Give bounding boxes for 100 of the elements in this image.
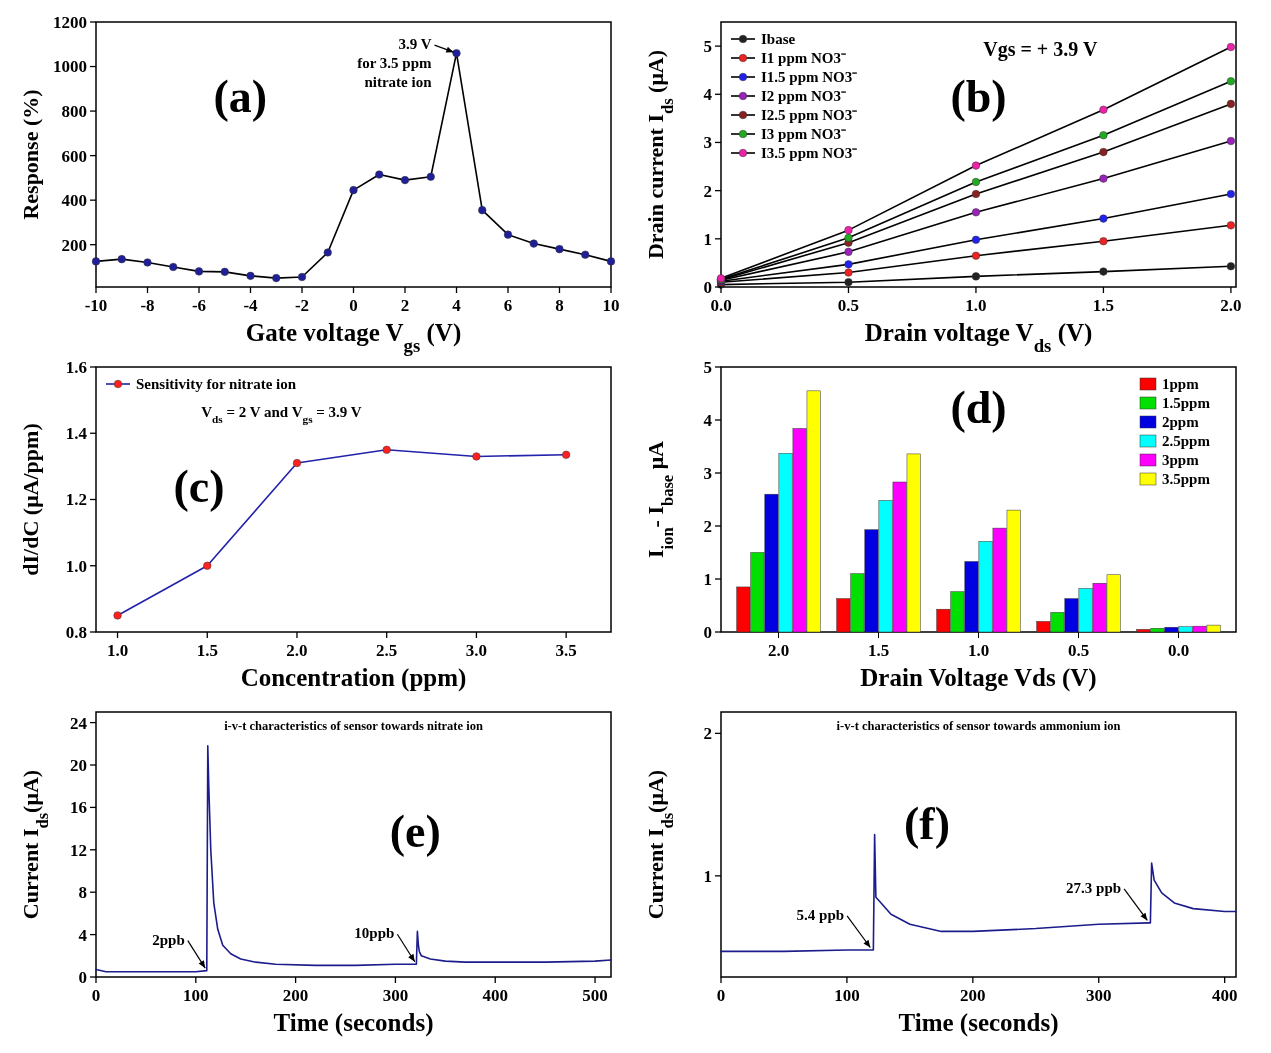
point (1226, 189, 1235, 199)
x-tick-label: 3.0 (465, 641, 488, 660)
y-tick-label: 1200 (53, 12, 87, 32)
point (323, 248, 332, 257)
point (503, 230, 513, 239)
point (971, 208, 980, 217)
point (606, 257, 616, 266)
line-series (95, 745, 612, 973)
text: i-v-t characteristics of sensor towards nitrate ion (224, 719, 483, 733)
x-tick-label: 2.0 (1220, 296, 1242, 315)
point (971, 161, 980, 170)
point (246, 271, 255, 280)
point (220, 267, 229, 276)
y-tick-label: 200 (61, 235, 87, 255)
x-axis-title: Drain Voltage Vds (V) (860, 664, 1097, 692)
point (1226, 77, 1235, 86)
x-tick-label: 0.0 (1167, 641, 1190, 660)
annotation: (d) (950, 381, 1007, 433)
annotation: 5.4 ppb (796, 906, 845, 923)
annotation: Vgs = + 3.9 V (983, 37, 1098, 61)
x-tick-label: 1.0 (965, 296, 987, 315)
point (844, 226, 853, 235)
x-tick-label: 0.0 (710, 296, 732, 315)
x-tick-label: 2.0 (767, 641, 790, 660)
legend-label: 2.5ppm (1162, 433, 1211, 450)
x-tick-label: 1.5 (867, 641, 890, 660)
point (971, 177, 980, 187)
point (1226, 43, 1235, 52)
annotation: (c) (173, 461, 225, 513)
x-tick-label: 100 (834, 986, 860, 1005)
y-tick-label: 0 (703, 622, 712, 642)
point (1099, 131, 1108, 140)
y-tick-label: 2 (703, 724, 712, 744)
legend-label: Sensitivity for nitrate ion (136, 376, 297, 393)
x-tick-label: 2.5 (376, 641, 398, 660)
y-tick-label: 16 (70, 798, 87, 818)
y-tick-label: 5 (703, 357, 712, 377)
x-tick-label: 10 (602, 296, 620, 315)
y-tick-label: 1000 (53, 57, 87, 77)
point (1099, 214, 1108, 223)
legend-label: 3ppm (1162, 452, 1200, 469)
y-tick-label: 2 (703, 181, 712, 201)
x-tick-label: 1.0 (106, 641, 129, 660)
x-axis-title: Time (seconds) (898, 1009, 1059, 1037)
legend-label: I3.5 ppm NO3⁻ (761, 145, 858, 162)
point (555, 245, 564, 254)
x-tick-label: 3.5 (555, 641, 577, 660)
legend-label: 3.5ppm (1162, 471, 1211, 488)
y-tick-label: 1 (703, 229, 712, 249)
y-tick-label: 0.8 (65, 622, 87, 642)
x-tick-label: 0 (349, 296, 358, 315)
y-tick-label: 1.4 (65, 424, 88, 444)
point (971, 189, 980, 199)
y-axis-title: dI/dC (μA/ppm) (18, 423, 43, 576)
x-tick-label: 1.5 (196, 641, 218, 660)
x-tick-label: 300 (1086, 986, 1112, 1005)
point (375, 170, 384, 179)
annotation: (a) (213, 71, 268, 123)
point (113, 611, 122, 620)
annotation: 2ppb (152, 931, 185, 948)
y-tick-label: 1.6 (65, 357, 87, 377)
x-axis-title: Gate voltage V$_{gs}$ (V) (245, 319, 462, 356)
x-tick-label: 0.5 (837, 296, 860, 315)
y-tick-label: 0 (703, 277, 712, 297)
annotation: (b) (950, 71, 1007, 123)
y-tick-label: 20 (70, 755, 87, 775)
y-tick-label: 4 (703, 85, 713, 105)
annotation: 27.3 ppb (1066, 879, 1122, 896)
annotation: 3.9 V for 3.5 ppm nitrate ion (357, 36, 433, 91)
x-axis-title: Drain voltage V$_{ds}$ (V) (864, 319, 1093, 356)
x-tick-label: -6 (191, 296, 207, 315)
point (1099, 148, 1108, 157)
y-tick-label: 1 (703, 866, 712, 886)
point (529, 239, 538, 248)
point (272, 274, 281, 283)
annotation: 10ppb (354, 925, 395, 942)
x-tick-label: 0.5 (1067, 641, 1090, 660)
y-tick-label: 800 (61, 102, 87, 122)
y-tick-label: 8 (78, 883, 87, 903)
point (844, 278, 853, 287)
point (581, 250, 590, 259)
y-tick-label: 5 (703, 37, 712, 57)
x-tick-label: 6 (503, 296, 513, 315)
point (91, 257, 101, 266)
point (1226, 136, 1235, 146)
point (452, 49, 461, 58)
x-tick-label: 200 (282, 986, 309, 1005)
x-tick-label: -10 (84, 296, 108, 315)
text: i-v-t characteristics of sensor towards ammonium ion (836, 719, 1121, 733)
y-axis-title: Response (%) (18, 89, 43, 220)
x-tick-label: 2.0 (286, 641, 308, 660)
y-tick-label: 0 (78, 967, 87, 987)
x-tick-label: -8 (140, 296, 155, 315)
legend-label: 1ppm (1162, 376, 1200, 393)
y-tick-label: 1.0 (65, 556, 87, 576)
point (382, 445, 391, 454)
point (478, 206, 487, 215)
x-tick-label: 400 (1211, 986, 1238, 1005)
point (1226, 221, 1235, 230)
x-tick-label: 400 (482, 986, 508, 1005)
